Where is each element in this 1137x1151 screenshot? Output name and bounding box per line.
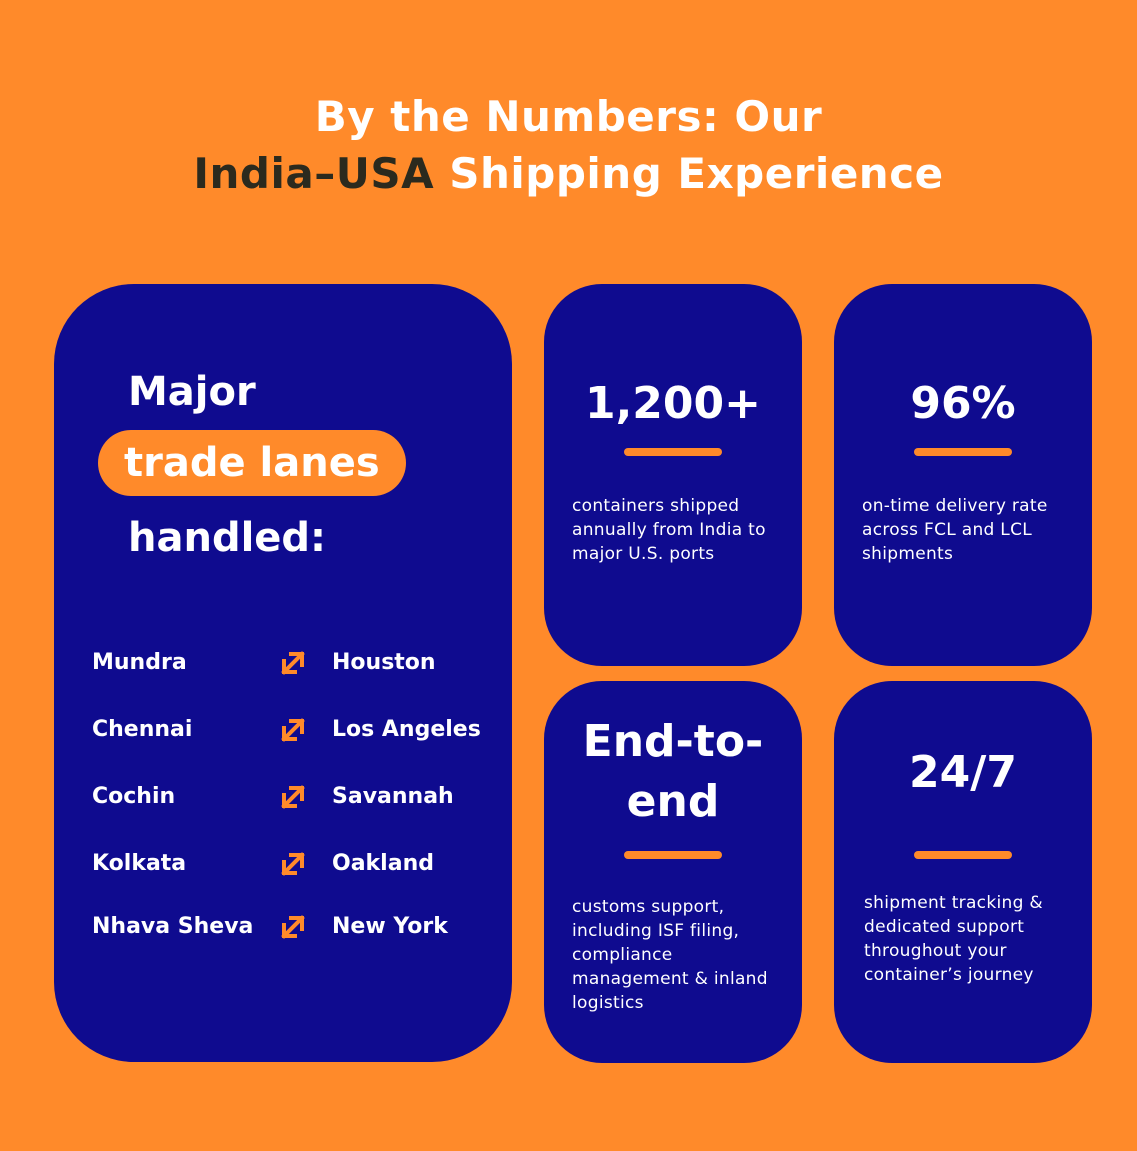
lane-destination: Houston	[332, 650, 436, 675]
stat-value-line-2: end	[626, 776, 720, 827]
stat-value: 96%	[910, 378, 1016, 429]
lane-origin: Chennai	[92, 717, 193, 742]
stat-value: 24/7	[909, 747, 1017, 798]
accent-bar	[624, 851, 722, 859]
lane-row: Kolkata Oakland	[92, 847, 502, 881]
lane-row: Mundra Houston	[92, 646, 502, 680]
lane-destination: Oakland	[332, 851, 434, 876]
stat-description: containers shipped annually from India t…	[572, 496, 766, 564]
lane-row: Nhava Sheva New York	[92, 910, 502, 944]
page-title-line-2: India–USA Shipping Experience	[0, 145, 1137, 203]
stat-value: 1,200+	[584, 378, 762, 429]
stat-card-containers: 1,200+ containers shipped annually from …	[544, 284, 802, 666]
stat-description: shipment tracking & dedicated support th…	[864, 893, 1043, 985]
title-highlight: India–USA	[193, 149, 435, 198]
accent-bar	[914, 448, 1012, 456]
lane-destination: New York	[332, 914, 448, 939]
stat-description: on-time delivery rate across FCL and LCL…	[862, 496, 1048, 564]
title-rest: Shipping Experience	[434, 149, 944, 198]
trade-lanes-heading-pill: trade lanes	[98, 430, 406, 496]
double-arrow-diagonal-icon	[281, 718, 305, 742]
lane-origin: Nhava Sheva	[92, 914, 254, 939]
stat-card-on-time: 96% on-time delivery rate across FCL and…	[834, 284, 1092, 666]
page-title-line-1: By the Numbers: Our	[314, 92, 823, 141]
lane-origin: Kolkata	[92, 851, 187, 876]
double-arrow-diagonal-icon	[281, 651, 305, 675]
double-arrow-diagonal-icon	[281, 852, 305, 876]
lane-origin: Mundra	[92, 650, 187, 675]
trade-lanes-heading-handled: handled:	[128, 515, 327, 561]
trade-lanes-heading-major: Major	[128, 369, 256, 415]
accent-bar	[914, 851, 1012, 859]
lane-row: Chennai Los Angeles	[92, 713, 502, 747]
double-arrow-diagonal-icon	[281, 915, 305, 939]
accent-bar	[624, 448, 722, 456]
stat-description: customs support, including ISF filing, c…	[572, 897, 768, 1013]
lane-destination: Los Angeles	[332, 717, 481, 742]
lane-origin: Cochin	[92, 784, 176, 809]
double-arrow-diagonal-icon	[281, 785, 305, 809]
stat-card-end-to-end: End-to- end customs support, including I…	[544, 681, 802, 1063]
stat-value-line-1: End-to-	[582, 716, 764, 767]
lane-destination: Savannah	[332, 784, 454, 809]
stat-card-support: 24/7 shipment tracking & dedicated suppo…	[834, 681, 1092, 1063]
trade-lanes-card: Major trade lanes handled: Mundra Housto…	[54, 284, 512, 1062]
lane-row: Cochin Savannah	[92, 780, 502, 814]
